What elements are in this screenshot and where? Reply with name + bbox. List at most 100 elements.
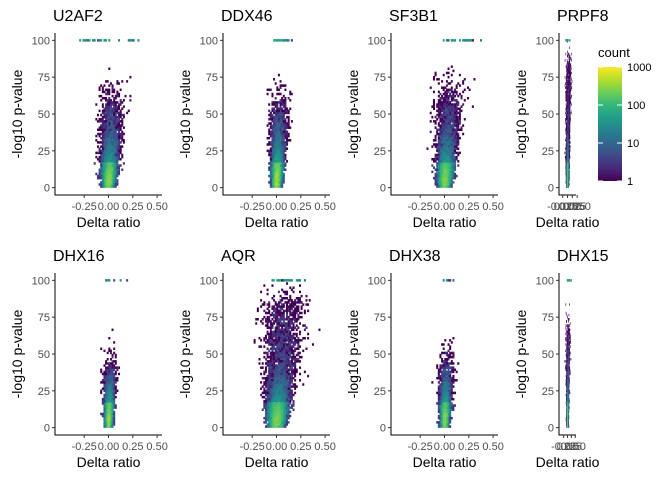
hex-bin	[567, 393, 569, 397]
hex-bin	[444, 143, 447, 146]
hex-bin	[568, 151, 570, 155]
hex-bin	[450, 183, 453, 186]
hex-bin	[565, 65, 567, 68]
hex-bin	[113, 96, 116, 100]
hex-bin	[290, 358, 293, 361]
hex-bin	[279, 387, 282, 390]
hex-bin	[114, 141, 117, 144]
hex-bin	[445, 84, 448, 87]
hex-bin	[271, 366, 274, 369]
hex-bin	[287, 343, 290, 346]
hex-bin	[567, 52, 569, 56]
hex-bin	[442, 160, 445, 163]
hex-bin	[271, 157, 274, 161]
hex-bin	[114, 143, 117, 146]
hex-bin	[113, 347, 116, 350]
hex-bin	[273, 130, 276, 134]
hex-bin	[287, 124, 290, 127]
hex-bin	[273, 362, 276, 365]
hex-bin	[447, 172, 450, 176]
hex-bin	[318, 328, 321, 332]
hex-bin	[454, 368, 457, 372]
hex-bin	[111, 101, 114, 104]
hex-bin	[276, 176, 279, 180]
hex-bin	[450, 416, 453, 420]
hex-bin	[108, 381, 111, 384]
hex-bin	[274, 160, 277, 163]
hex-bin	[295, 328, 298, 332]
hex-bin	[569, 88, 571, 92]
hex-bin	[273, 400, 276, 403]
hex-bin	[566, 143, 568, 146]
hex-bin	[571, 80, 573, 83]
hex-bin	[118, 366, 121, 369]
hex-bin	[284, 120, 287, 123]
hex-bin	[263, 406, 266, 409]
hex-bin	[113, 136, 116, 140]
hex-bin	[277, 305, 280, 308]
hex-bin	[271, 94, 274, 98]
hex-bin	[276, 393, 279, 397]
hex-bin	[432, 90, 435, 94]
hex-bin	[566, 67, 567, 71]
hex-bin	[454, 39, 457, 42]
hex-bin	[452, 130, 455, 134]
hex-bin	[568, 397, 570, 401]
hex-bin	[277, 170, 280, 174]
hex-bin	[268, 376, 271, 380]
hex-bin	[279, 381, 282, 384]
hex-bin	[277, 391, 280, 395]
hex-bin	[457, 132, 460, 136]
hex-bin	[297, 299, 300, 302]
hex-bin	[108, 404, 111, 407]
hex-bin	[282, 166, 285, 169]
hex-bin	[281, 421, 284, 424]
hex-bin	[114, 360, 117, 363]
hex-bin	[101, 183, 104, 186]
hex-bin	[437, 94, 440, 98]
hex-bin	[568, 374, 570, 378]
hex-bin	[106, 90, 109, 94]
hex-bin	[566, 107, 568, 110]
hex-bin	[109, 136, 112, 140]
hex-bin	[565, 143, 567, 146]
hex-bin	[271, 374, 274, 378]
hex-bin	[108, 90, 111, 94]
hex-bin	[266, 322, 269, 325]
hex-bin	[570, 65, 571, 68]
hex-bin	[445, 139, 448, 142]
hex-bin	[569, 170, 570, 174]
hex-bin	[566, 179, 568, 182]
hex-bin	[566, 78, 567, 81]
hex-bin	[444, 111, 447, 115]
hex-bin	[565, 181, 567, 184]
hex-bin	[568, 160, 570, 163]
hex-bin	[441, 145, 444, 148]
hex-bin	[449, 279, 452, 282]
hex-bin	[109, 128, 112, 132]
hex-bin	[568, 174, 569, 178]
hex-bin	[263, 381, 266, 384]
hex-bin	[111, 168, 114, 171]
hex-bin	[114, 181, 117, 184]
hex-bin	[118, 155, 121, 159]
hex-bin	[273, 157, 276, 161]
hex-bin	[449, 351, 452, 355]
hex-bin	[568, 425, 569, 428]
hex-bin	[101, 132, 104, 136]
hex-bin	[437, 157, 440, 161]
hex-bin	[273, 141, 276, 144]
hex-bin	[442, 414, 445, 418]
hex-bin	[565, 170, 567, 174]
y-tick-label: 100	[368, 275, 386, 287]
hex-bin	[444, 147, 447, 150]
hex-bin	[568, 122, 569, 125]
hex-bin	[452, 120, 455, 123]
hex-bin	[105, 412, 108, 416]
hex-bin	[279, 343, 282, 346]
hex-bin	[567, 84, 569, 87]
hex-bin	[268, 364, 271, 367]
hex-bin	[118, 122, 121, 125]
hex-bin	[458, 107, 461, 110]
hex-bin	[566, 370, 568, 374]
